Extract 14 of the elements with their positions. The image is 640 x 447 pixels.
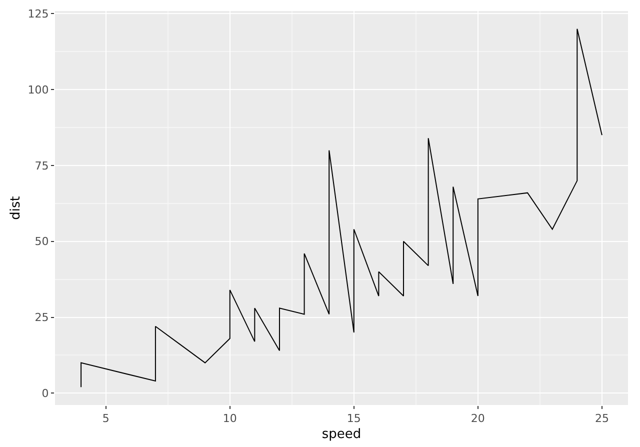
y-tick-label: 75: [34, 159, 49, 172]
y-tick-label: 125: [28, 8, 49, 21]
x-tick-label: 25: [594, 412, 609, 426]
y-tick-label: 50: [34, 235, 49, 248]
x-tick-label: 10: [222, 412, 237, 426]
y-axis-title: dist: [8, 196, 24, 220]
x-tick-label: 5: [102, 412, 110, 426]
y-tick-label: 0: [42, 387, 49, 400]
y-tick-label: 100: [28, 83, 49, 96]
y-tick-label: 25: [34, 311, 49, 324]
x-tick-label: 20: [470, 412, 485, 426]
x-tick-label: 15: [346, 412, 361, 426]
line-series: [80, 28, 602, 388]
x-axis-title: speed: [322, 426, 362, 442]
